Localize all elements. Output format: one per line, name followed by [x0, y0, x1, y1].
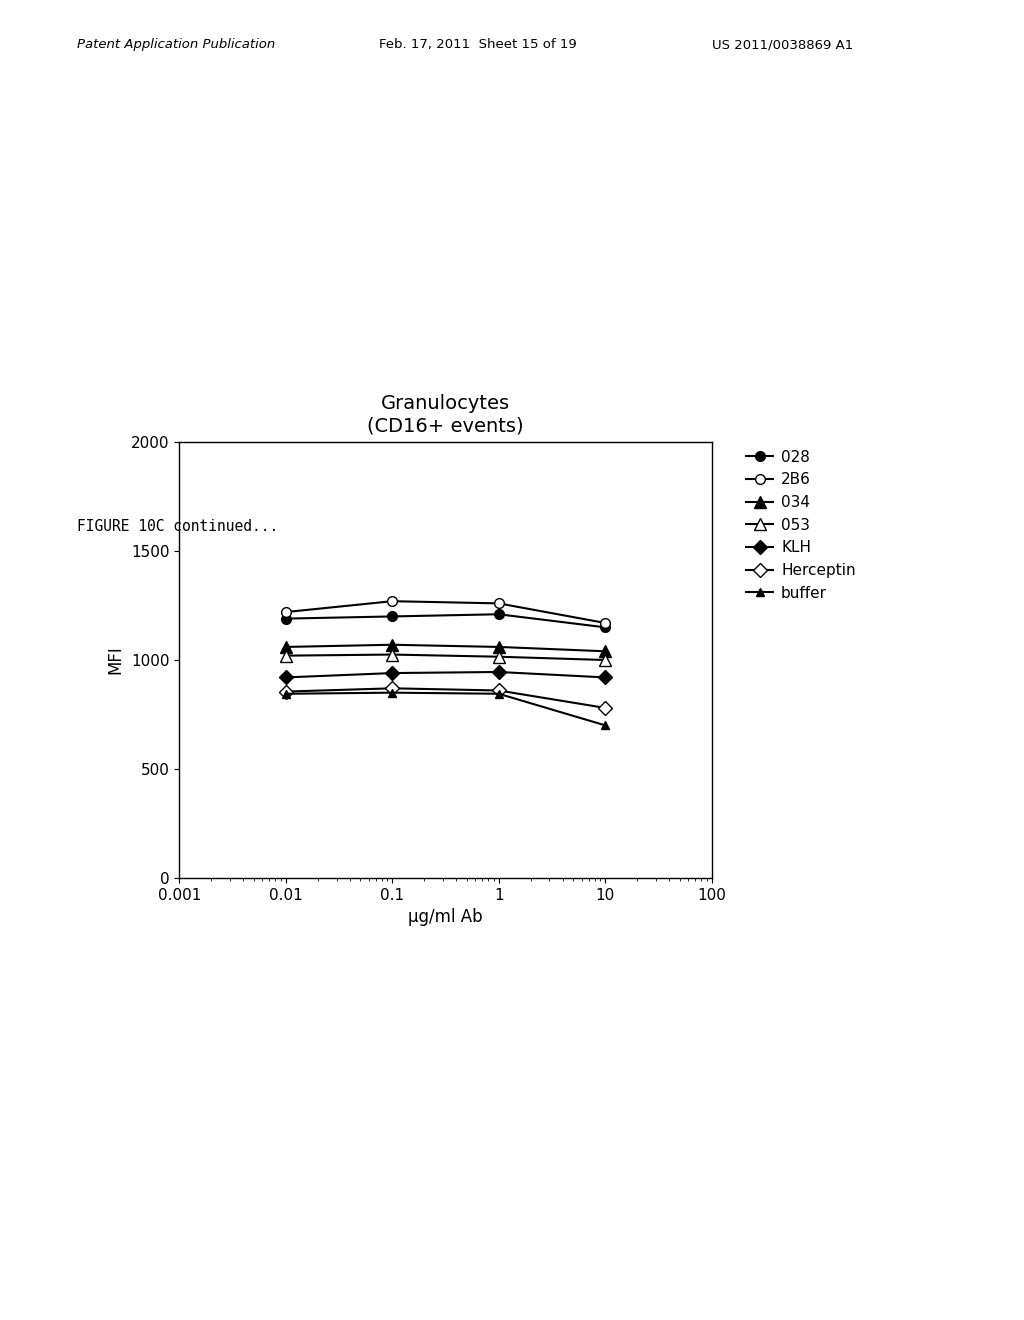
- Text: Patent Application Publication: Patent Application Publication: [77, 38, 275, 51]
- Text: US 2011/0038869 A1: US 2011/0038869 A1: [712, 38, 853, 51]
- Legend: 028, 2B6, 034, 053, KLH, Herceptin, buffer: 028, 2B6, 034, 053, KLH, Herceptin, buff…: [745, 450, 856, 601]
- Text: Feb. 17, 2011  Sheet 15 of 19: Feb. 17, 2011 Sheet 15 of 19: [379, 38, 577, 51]
- Title: Granulocytes
(CD16+ events): Granulocytes (CD16+ events): [368, 395, 523, 436]
- Y-axis label: MFI: MFI: [106, 645, 124, 675]
- X-axis label: μg/ml Ab: μg/ml Ab: [409, 908, 482, 927]
- Text: FIGURE 10C continued...: FIGURE 10C continued...: [77, 519, 279, 533]
